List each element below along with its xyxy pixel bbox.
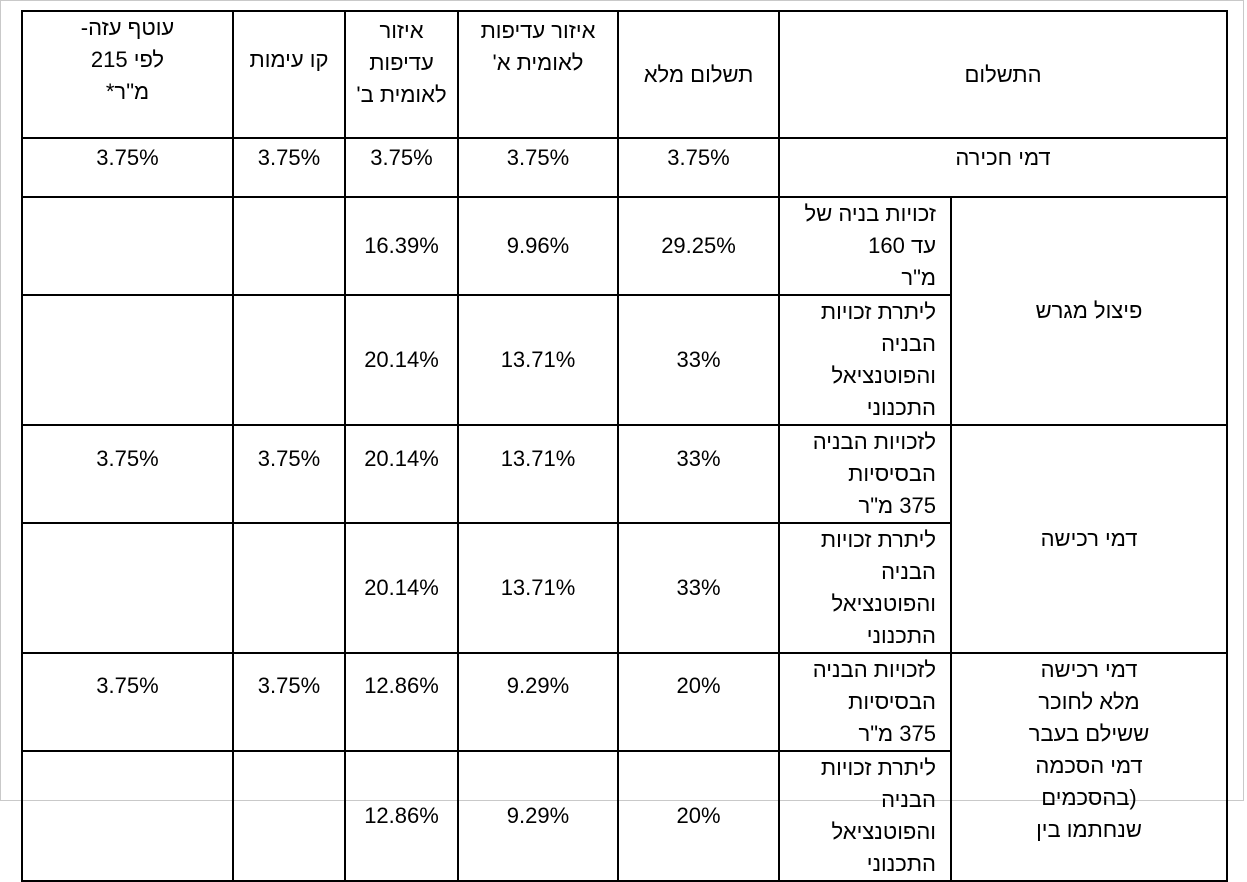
table-row: ליתרת זכויות הבניה והפוטנציאל התכנוני 33… (21, 294, 1227, 426)
header-priority-area-a: איזור עדיפות לאומית א' (457, 10, 619, 139)
value-cell (232, 750, 346, 882)
value-cell: 13.71% (457, 294, 619, 426)
row-label: לזכויות הבניה הבסיסיות 375 מ"ר (778, 424, 952, 524)
value-cell: 20% (617, 652, 780, 752)
value-cell: 3.75% (21, 424, 234, 524)
value-cell: 12.86% (344, 652, 459, 752)
value-cell: 3.75% (232, 652, 346, 752)
table-row: דמי חכירה 3.75% 3.75% 3.75% 3.75% 3.75% (21, 137, 1228, 198)
header-gaza-envelope: עוטף עזה- לפי 215 מ"ר* (21, 10, 234, 139)
value-cell: 29.25% (617, 196, 780, 296)
header-full-payment: תשלום מלא (617, 10, 780, 139)
value-cell: 13.71% (457, 522, 619, 654)
row-label: זכויות בניה של עד 160 מ"ר (778, 196, 952, 296)
group-label: פיצול מגרש (950, 196, 1228, 426)
value-cell: 33% (617, 522, 780, 654)
value-cell: 3.75% (617, 137, 780, 198)
value-cell: 20.14% (344, 294, 459, 426)
value-cell: 3.75% (232, 137, 346, 198)
value-cell: 20.14% (344, 522, 459, 654)
value-cell: 3.75% (21, 137, 234, 198)
value-cell: 33% (617, 424, 780, 524)
value-cell (232, 522, 346, 654)
header-payment: התשלום (778, 10, 1228, 139)
row-label: דמי חכירה (778, 137, 1228, 198)
value-cell (232, 294, 346, 426)
row-label: לזכויות הבניה הבסיסיות 375 מ"ר (778, 652, 952, 752)
value-cell (21, 196, 234, 296)
value-cell: 3.75% (232, 424, 346, 524)
group-label: דמי רכישה מלא לחוכר ששילם בעבר דמי הסכמה… (950, 652, 1228, 882)
table-row: ליתרת זכויות הבניה והפוטנציאל התכנוני 33… (21, 522, 1227, 654)
value-cell: 3.75% (21, 652, 234, 752)
value-cell (232, 196, 346, 296)
rates-table: התשלום תשלום מלא איזור עדיפות לאומית א' … (21, 10, 1228, 882)
group-label: דמי רכישה (950, 424, 1228, 654)
table-row: פיצול מגרש זכויות בניה של עד 160 מ"ר 29.… (21, 196, 1228, 426)
value-cell (21, 750, 234, 882)
value-cell: 20% (617, 750, 780, 882)
row-label: ליתרת זכויות הבניה והפוטנציאל התכנוני (778, 522, 952, 654)
table-row: דמי רכישה מלא לחוכר ששילם בעבר דמי הסכמה… (21, 652, 1228, 882)
value-cell: 9.96% (457, 196, 619, 296)
value-cell: 13.71% (457, 424, 619, 524)
table-row: דמי רכישה לזכויות הבניה הבסיסיות 375 מ"ר… (21, 424, 1228, 654)
value-cell: 3.75% (457, 137, 619, 198)
value-cell: 3.75% (344, 137, 459, 198)
row-label: ליתרת זכויות הבניה והפוטנציאל התכנוני (778, 750, 952, 882)
value-cell: 16.39% (344, 196, 459, 296)
header-confrontation-line: קו עימות (232, 10, 346, 139)
value-cell: 9.29% (457, 750, 619, 882)
value-cell: 20.14% (344, 424, 459, 524)
value-cell (21, 522, 234, 654)
value-cell: 12.86% (344, 750, 459, 882)
header-priority-area-b: איזור עדיפות לאומית ב' (344, 10, 459, 139)
header-row: התשלום תשלום מלא איזור עדיפות לאומית א' … (21, 10, 1228, 139)
row-label: ליתרת זכויות הבניה והפוטנציאל התכנוני (778, 294, 952, 426)
value-cell: 33% (617, 294, 780, 426)
value-cell (21, 294, 234, 426)
value-cell: 9.29% (457, 652, 619, 752)
